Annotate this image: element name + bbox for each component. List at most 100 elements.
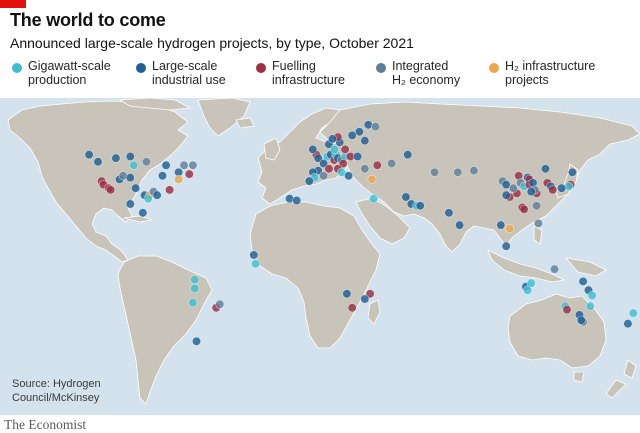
project-dot-fuelling [106,185,116,195]
project-dot-industrial [501,190,511,200]
project-dot-fuelling [347,303,357,313]
legend-label-industrial: Large-scale industrial use [152,59,226,87]
iceland-landmass [235,117,255,129]
project-dot-integrated [179,160,189,170]
british-isles-landmass [263,137,281,161]
project-dot-integrated [549,264,559,274]
project-dot-industrial [308,144,318,154]
world-map-canvas [7,98,640,405]
arabia-landmass [355,197,411,245]
project-dot-integrated [508,183,518,193]
project-dot-industrial [152,190,162,200]
asia-landmass [319,101,640,253]
project-dot-industrial [444,208,454,218]
legend-label-fuelling: Fuelling infrastructure [272,59,345,87]
project-dot-gigawatt [190,284,200,294]
project-dot-fuelling [562,305,572,315]
project-dot-fuelling [165,185,175,195]
legend-label-integrated: Integrated H₂ economy [392,59,461,87]
source-note: Source: Hydrogen Council/McKinsey [12,378,101,404]
project-dot-industrial [455,220,465,230]
project-dot-gigawatt [329,144,339,154]
project-dot-integrated [188,160,198,170]
philippines-landmass [533,225,543,245]
project-dot-industrial [138,208,148,218]
project-dots [84,120,638,346]
project-dot-infrastructure [505,224,515,234]
chart-subtitle: Announced large-scale hydrogen projects,… [10,35,414,51]
project-dot-gigawatt [628,308,638,318]
project-dot-industrial [401,192,411,202]
south-america-landmass [117,255,213,405]
project-dot-industrial [353,151,363,161]
project-dot-industrial [415,201,425,211]
project-dot-fuelling [338,158,348,168]
publisher-wordmark: The Economist [4,417,87,432]
project-dot-industrial [319,158,329,168]
project-dot-industrial [344,171,354,181]
project-dot-industrial [403,150,413,160]
project-dot-fuelling [324,164,334,174]
legend: Gigawatt-scale production Large-scale indu… [0,59,640,95]
legend-swatch-fuelling [256,63,266,73]
project-dot-industrial [327,134,337,144]
project-dot-industrial [313,153,323,163]
project-dot-industrial [158,171,168,181]
project-dot-gigawatt [251,259,261,269]
project-dot-integrated [215,299,225,309]
project-dot-industrial [623,319,633,329]
project-dot-industrial [192,336,202,346]
project-dot-integrated [370,122,380,132]
africa-landmass [249,201,381,349]
project-dot-industrial [360,294,370,304]
project-dot-industrial [360,136,370,146]
project-dot-industrial [125,151,135,161]
new-zealand-south-landmass [605,379,627,399]
project-dot-integrated [141,157,151,167]
new-zealand-landmass [623,359,637,379]
project-dot-industrial [496,220,506,230]
project-dot-integrated [430,167,440,177]
project-dot-gigawatt [190,275,200,285]
project-dot-infrastructure [174,174,184,184]
project-dot-industrial [567,167,577,177]
project-dot-industrial [304,176,314,186]
cuba-landmass [123,215,153,223]
project-dot-integrated [387,158,397,168]
legend-swatch-infrastructure [489,63,499,73]
project-dot-industrial [501,241,511,251]
project-dot-gigawatt [336,167,346,177]
project-dot-gigawatt [129,160,139,170]
project-dot-industrial [161,160,171,170]
project-dot-gigawatt [587,291,597,301]
project-dot-industrial [131,183,141,193]
legend-swatch-industrial [136,63,146,73]
project-dot-industrial [501,180,511,190]
madagascar-landmass [367,299,381,325]
project-dot-industrial [526,187,536,197]
legend-label-gigawatt: Gigawatt-scale production [28,59,111,87]
project-dot-industrial [249,250,259,260]
project-dot-industrial [354,127,364,137]
project-dot-industrial [347,130,357,140]
project-dot-industrial [578,276,588,286]
project-dot-industrial [540,164,550,174]
project-dot-industrial [576,315,586,325]
project-dot-integrated [453,167,463,177]
project-dot-integrated [469,166,479,176]
world-map[interactable] [0,98,640,415]
project-dot-industrial [125,199,135,209]
project-dot-industrial [292,196,302,206]
project-dot-integrated [532,201,542,211]
project-dot-industrial [93,157,103,167]
project-dot-fuelling [340,144,350,154]
project-dot-industrial [84,150,94,160]
project-dot-integrated [533,218,543,228]
project-dot-gigawatt [526,278,536,288]
project-dot-gigawatt [143,194,153,204]
project-dot-integrated [319,171,329,181]
project-dot-fuelling [372,160,382,170]
project-dot-industrial [111,153,121,163]
project-dot-infrastructure [367,174,377,184]
legend-swatch-gigawatt [12,63,22,73]
